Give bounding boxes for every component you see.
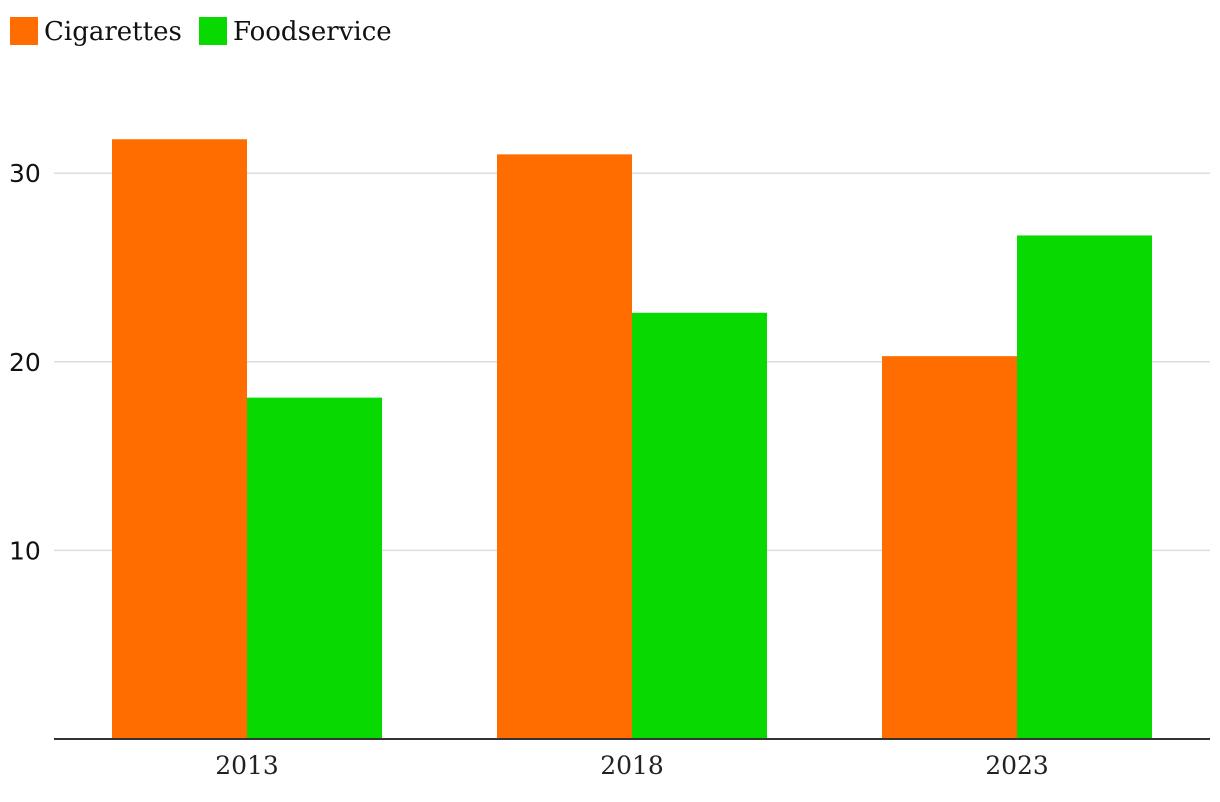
y-axis-ticks: 10 20 30 (9, 159, 41, 565)
legend-label-cigarettes: Cigarettes (44, 17, 182, 47)
bars (112, 139, 1152, 740)
y-tick-label-10: 10 (9, 536, 41, 565)
bar-foodservice-2018 (632, 312, 767, 739)
x-axis-ticks: 2013 2018 2023 (215, 751, 1049, 780)
bar-foodservice-2023 (1017, 235, 1152, 740)
legend-label-foodservice: Foodservice (233, 17, 392, 47)
bar-cigarettes-2023 (882, 356, 1017, 739)
x-tick-label-2018: 2018 (600, 751, 664, 780)
x-tick-label-2023: 2023 (985, 751, 1049, 780)
bar-foodservice-2013 (247, 397, 382, 739)
legend-swatch-cigarettes (10, 17, 38, 45)
y-tick-label-20: 20 (9, 348, 41, 377)
legend: Cigarettes Foodservice (10, 17, 392, 47)
bar-cigarettes-2013 (112, 139, 247, 739)
x-tick-label-2013: 2013 (215, 751, 279, 780)
bar-cigarettes-2018 (497, 154, 632, 740)
y-tick-label-30: 30 (9, 159, 41, 188)
legend-swatch-foodservice (199, 17, 227, 45)
